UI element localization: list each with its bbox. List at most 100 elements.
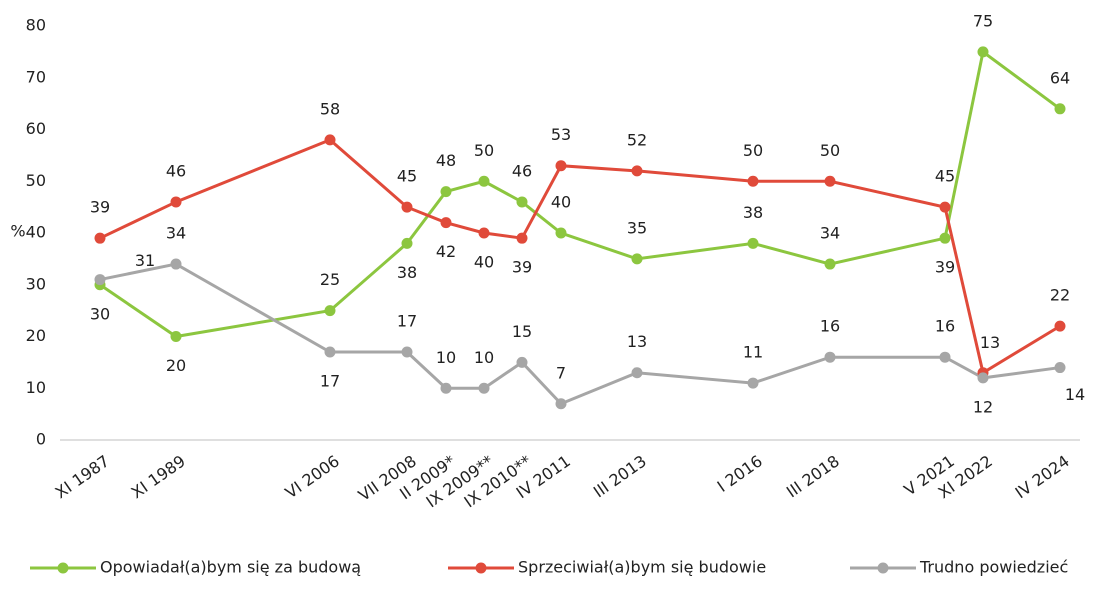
- y-tick-label: 20: [26, 326, 46, 345]
- data-label: 40: [551, 193, 571, 212]
- data-point: [631, 165, 643, 177]
- data-point: [747, 175, 759, 187]
- data-point: [824, 258, 836, 270]
- legend-marker: [475, 562, 487, 574]
- data-label: 34: [166, 224, 186, 243]
- series-line: [99, 49, 1061, 339]
- data-label: 39: [935, 258, 955, 277]
- legend-label: Sprzeciwiał(a)bym się budowie: [518, 558, 766, 577]
- data-point: [170, 196, 182, 208]
- data-label: 50: [743, 141, 763, 160]
- data-point: [478, 175, 490, 187]
- data-label: 13: [627, 332, 647, 351]
- data-label: 42: [436, 242, 456, 261]
- data-point: [555, 398, 567, 410]
- data-point: [170, 258, 182, 270]
- data-point: [440, 186, 452, 198]
- x-tick-label: VI 2006: [282, 451, 343, 502]
- data-label: 48: [436, 151, 456, 170]
- data-label: 64: [1050, 68, 1070, 87]
- x-tick-label: XI 1989: [128, 451, 189, 502]
- y-axis-label: %: [10, 222, 25, 241]
- data-label: 22: [1050, 286, 1070, 305]
- data-point: [1054, 362, 1066, 374]
- data-label: 39: [512, 258, 532, 277]
- data-point: [516, 356, 528, 368]
- legend-marker: [877, 562, 889, 574]
- y-tick-label: 0: [36, 430, 46, 449]
- data-label: 17: [397, 312, 417, 331]
- data-label: 31: [135, 251, 155, 270]
- data-point: [440, 382, 452, 394]
- data-point: [324, 134, 336, 146]
- x-tick-label: III 2013: [590, 451, 650, 501]
- data-point: [824, 175, 836, 187]
- data-point: [401, 346, 413, 358]
- data-label: 58: [320, 99, 340, 118]
- data-label: 25: [320, 270, 340, 289]
- data-label: 40: [474, 253, 494, 272]
- y-tick-label: 10: [26, 378, 46, 397]
- data-label: 39: [90, 198, 110, 217]
- data-point: [631, 367, 643, 379]
- data-point: [516, 196, 528, 208]
- data-label: 16: [820, 317, 840, 336]
- series-line: [99, 138, 1061, 376]
- data-label: 12: [973, 397, 993, 416]
- data-label: 7: [556, 363, 566, 382]
- data-label: 11: [743, 343, 763, 362]
- data-label: 46: [166, 161, 186, 180]
- data-point: [401, 201, 413, 213]
- data-point: [747, 377, 759, 389]
- data-point: [977, 372, 989, 384]
- data-point: [401, 237, 413, 249]
- data-label: 53: [551, 125, 571, 144]
- x-tick-label: XI 1987: [52, 451, 113, 502]
- y-tick-label: 50: [26, 171, 46, 190]
- data-label: 52: [627, 130, 647, 149]
- data-label: 35: [627, 218, 647, 237]
- data-label: 45: [935, 167, 955, 186]
- data-label: 17: [320, 372, 340, 391]
- data-point: [478, 227, 490, 239]
- data-label: 16: [935, 317, 955, 336]
- data-point: [555, 160, 567, 172]
- data-label: 46: [512, 161, 532, 180]
- data-label: 10: [474, 348, 494, 367]
- y-tick-label: 70: [26, 67, 46, 86]
- data-point: [939, 351, 951, 363]
- data-label: 20: [166, 356, 186, 375]
- data-point: [94, 232, 106, 244]
- x-tick-label: III 2018: [783, 451, 843, 501]
- data-label: 15: [512, 322, 532, 341]
- data-label: 38: [397, 263, 417, 282]
- data-point: [516, 232, 528, 244]
- data-point: [478, 382, 490, 394]
- legend-marker: [57, 562, 69, 574]
- y-tick-label: 40: [26, 223, 46, 242]
- data-point: [94, 274, 106, 286]
- x-tick-label: IV 2024: [1012, 451, 1073, 502]
- data-point: [939, 232, 951, 244]
- data-point: [824, 351, 836, 363]
- data-label: 14: [1065, 385, 1085, 404]
- y-tick-label: 80: [26, 16, 46, 35]
- data-point: [555, 227, 567, 239]
- data-label: 38: [743, 203, 763, 222]
- y-tick-label: 60: [26, 119, 46, 138]
- series-line: [99, 262, 1061, 406]
- data-point: [1054, 320, 1066, 332]
- data-point: [1054, 103, 1066, 115]
- data-label: 45: [397, 167, 417, 186]
- data-label: 13: [980, 333, 1000, 352]
- data-label: 10: [436, 348, 456, 367]
- data-point: [939, 201, 951, 213]
- data-point: [747, 237, 759, 249]
- data-label: 34: [820, 224, 840, 243]
- data-label: 30: [90, 304, 110, 323]
- legend-label: Opowiadał(a)bym się za budową: [100, 558, 361, 577]
- data-point: [977, 46, 989, 58]
- data-point: [440, 217, 452, 229]
- data-point: [324, 305, 336, 317]
